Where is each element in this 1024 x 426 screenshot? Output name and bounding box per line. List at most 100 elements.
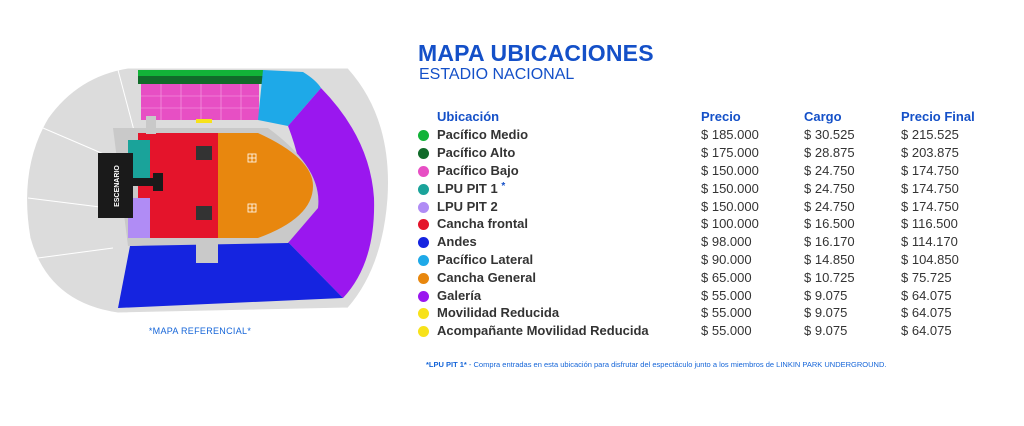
row-color-cell xyxy=(418,304,437,322)
row-final-price: $ 174.750 xyxy=(901,162,959,178)
zone-pacifico-bajo xyxy=(141,84,259,120)
table-row: Movilidad Reducida $ 55.000 $ 9.075 $ 64.07… xyxy=(418,304,991,322)
color-dot-icon xyxy=(418,290,429,302)
row-color-cell xyxy=(418,126,437,144)
row-location: Cancha General xyxy=(437,268,701,286)
table-row: Andes $ 98.000 $ 16.170 $ 114.170 xyxy=(418,233,991,251)
table-row: Galería $ 55.000 $ 9.075 $ 64.075 xyxy=(418,286,991,304)
row-final-price: $ 114.170 xyxy=(901,234,958,250)
row-price: $ 150.000 xyxy=(701,162,759,178)
header-spacer xyxy=(418,106,437,126)
row-color-cell xyxy=(418,286,437,304)
row-color-cell xyxy=(418,197,437,215)
row-location-label: Cancha frontal xyxy=(437,216,529,232)
row-location: Cancha frontal xyxy=(437,215,701,233)
row-fee: $ 16.500 xyxy=(804,216,855,232)
row-price: $ 55.000 xyxy=(701,323,752,339)
row-location: Movilidad Reducida xyxy=(437,304,701,322)
zone-cancha-general xyxy=(218,133,313,238)
zone-lpu-pit-1 xyxy=(128,140,150,178)
row-location-label: Pacífico Bajo xyxy=(437,162,519,178)
color-dot-icon xyxy=(418,148,429,160)
footnote-label: *LPU PIT 1* xyxy=(426,360,467,369)
map-caption: *MAPA REFERENCIAL* xyxy=(148,326,252,336)
row-price: $ 55.000 xyxy=(701,305,752,321)
zone-lpu-pit-2 xyxy=(128,198,150,238)
table-row: Pacífico Alto $ 175.000 $ 28.875 $ 203.875 xyxy=(418,144,991,162)
color-dot-icon xyxy=(418,219,429,231)
header-price: Precio xyxy=(701,108,741,124)
table-row: Cancha General $ 65.000 $ 10.725 $ 75.725 xyxy=(418,268,991,286)
row-price: $ 150.000 xyxy=(701,198,759,214)
row-color-cell xyxy=(418,215,437,233)
table-row: Pacífico Medio $ 185.000 $ 30.525 $ 215.525 xyxy=(418,126,991,144)
footnote-text: - Compra entradas en esta ubicación para… xyxy=(466,360,887,369)
row-fee: $ 24.750 xyxy=(804,162,855,178)
row-location-label: Cancha General xyxy=(437,269,536,285)
table-row: Pacífico Bajo $ 150.000 $ 24.750 $ 174.750 xyxy=(418,162,991,180)
zone-galeria xyxy=(286,88,375,298)
row-location-label: LPU PIT 2 xyxy=(437,198,498,214)
color-dot-icon xyxy=(418,201,429,213)
header-fee: Cargo xyxy=(804,108,842,124)
row-price: $ 150.000 xyxy=(701,180,759,196)
page-subtitle: ESTADIO NACIONAL xyxy=(419,66,575,83)
row-final-price: $ 64.075 xyxy=(901,323,952,339)
row-fee: $ 9.075 xyxy=(804,287,848,303)
header-location: Ubicación xyxy=(437,108,500,124)
zone-andes xyxy=(118,240,343,308)
row-color-cell xyxy=(418,268,437,286)
row-final-price: $ 174.750 xyxy=(901,180,959,196)
row-location-label: Pacífico Alto xyxy=(437,145,516,161)
stadium-map: ESCENARIO xyxy=(26,67,389,314)
row-fee: $ 9.075 xyxy=(804,323,848,339)
row-fee: $ 24.750 xyxy=(804,198,855,214)
row-color-cell xyxy=(418,179,437,197)
zone-pacifico-lateral xyxy=(258,70,321,126)
row-fee: $ 9.075 xyxy=(804,305,848,321)
table-row: Cancha frontal $ 100.000 $ 16.500 $ 116.500 xyxy=(418,215,991,233)
row-final-price: $ 104.850 xyxy=(901,251,959,267)
row-final-price: $ 64.075 xyxy=(901,287,952,303)
row-price: $ 65.000 xyxy=(701,269,752,285)
row-price: $ 98.000 xyxy=(701,234,752,250)
row-fee: $ 24.750 xyxy=(804,180,855,196)
row-fee: $ 16.170 xyxy=(804,234,855,250)
color-dot-icon xyxy=(418,308,429,320)
row-location: Galería xyxy=(437,286,701,304)
color-dot-icon xyxy=(418,130,429,142)
color-dot-icon xyxy=(418,272,429,284)
row-location: Pacífico Lateral xyxy=(437,251,701,269)
header-final-price: Precio Final xyxy=(901,108,975,124)
price-table: Ubicación Precio Cargo Precio Final Pací… xyxy=(418,106,991,340)
row-fee: $ 10.725 xyxy=(804,269,855,285)
row-fee: $ 30.525 xyxy=(804,127,855,143)
row-final-price: $ 203.875 xyxy=(901,145,959,161)
row-location: Andes xyxy=(437,233,701,251)
row-price: $ 185.000 xyxy=(701,127,759,143)
color-dot-icon xyxy=(418,166,429,178)
page-title: MAPA UBICACIONES xyxy=(418,40,654,66)
table-row: LPU PIT 1 * $ 150.000 $ 24.750 $ 174.750 xyxy=(418,179,991,197)
color-dot-icon xyxy=(418,326,429,338)
row-final-price: $ 215.525 xyxy=(901,127,959,143)
row-color-cell xyxy=(418,144,437,162)
zone-pacifico-medio xyxy=(138,70,263,76)
row-location: Pacífico Bajo xyxy=(437,162,701,180)
row-location: Pacífico Alto xyxy=(437,144,701,162)
row-color-cell xyxy=(418,162,437,180)
row-location: Acompañante Movilidad Reducida xyxy=(437,322,701,340)
row-location-label: LPU PIT 1 xyxy=(437,180,498,196)
row-location: Pacífico Medio xyxy=(437,126,701,144)
row-location-label: Pacífico Lateral xyxy=(437,251,534,267)
row-price: $ 100.000 xyxy=(701,216,759,232)
row-color-cell xyxy=(418,322,437,340)
table-row: LPU PIT 2 $ 150.000 $ 24.750 $ 174.750 xyxy=(418,197,991,215)
row-location: LPU PIT 2 xyxy=(437,197,701,215)
row-final-price: $ 174.750 xyxy=(901,198,959,214)
table-row: Pacífico Lateral $ 90.000 $ 14.850 $ 104.85… xyxy=(418,251,991,269)
color-dot-icon xyxy=(418,237,429,249)
row-price: $ 90.000 xyxy=(701,251,752,267)
stage xyxy=(98,153,133,218)
row-color-cell xyxy=(418,251,437,269)
